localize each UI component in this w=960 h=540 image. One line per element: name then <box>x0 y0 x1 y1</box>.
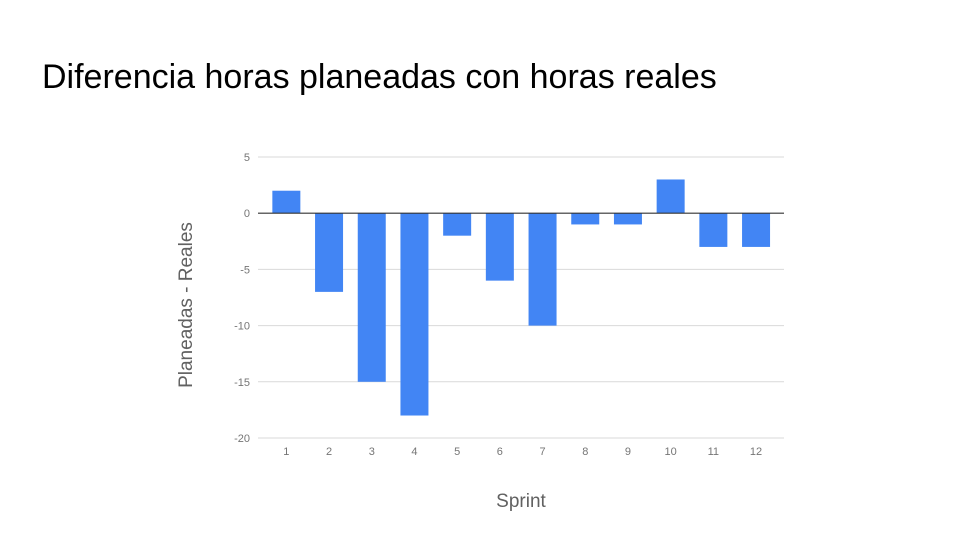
y-tick-label: 0 <box>244 208 250 220</box>
bar-sprint-12 <box>742 213 771 247</box>
bars <box>272 179 771 416</box>
x-tick-label: 10 <box>665 446 677 458</box>
bar-sprint-1 <box>272 190 301 214</box>
x-tick-label: 5 <box>454 446 460 458</box>
x-tick-label: 1 <box>283 446 289 458</box>
bar-sprint-8 <box>571 213 600 225</box>
x-tick-labels: 1 2 3 4 5 6 7 8 9 10 11 12 <box>283 446 762 458</box>
x-tick-label: 3 <box>369 446 375 458</box>
x-tick-label: 7 <box>539 446 545 458</box>
y-tick-label: 5 <box>244 152 250 164</box>
bar-sprint-4 <box>400 213 429 416</box>
bar-sprint-9 <box>613 213 642 225</box>
bar-sprint-10 <box>656 179 685 214</box>
slide-title: Diferencia horas planeadas con horas rea… <box>42 58 717 96</box>
x-tick-label: 9 <box>625 446 631 458</box>
gridlines <box>258 156 784 439</box>
x-tick-label: 2 <box>326 446 332 458</box>
x-axis-title: Sprint <box>496 491 546 512</box>
x-tick-label: 4 <box>411 446 417 458</box>
bar-sprint-5 <box>443 213 472 236</box>
y-tick-label: -5 <box>240 264 250 276</box>
bar-sprint-3 <box>357 213 386 382</box>
x-tick-label: 11 <box>708 446 719 458</box>
y-tick-labels: 5 0 -5 -10 -15 -20 <box>234 152 250 445</box>
bar-sprint-6 <box>485 213 514 281</box>
x-tick-label: 6 <box>497 446 503 458</box>
x-tick-label: 12 <box>750 446 762 458</box>
x-tick-label: 8 <box>582 446 588 458</box>
bar-sprint-11 <box>699 213 728 247</box>
bar-sprint-2 <box>315 213 344 292</box>
bar-sprint-7 <box>528 213 557 326</box>
y-tick-label: -20 <box>234 433 250 445</box>
y-axis-title: Planeadas - Reales <box>176 222 197 388</box>
y-tick-label: -10 <box>234 321 250 333</box>
y-tick-label: -15 <box>234 377 250 389</box>
